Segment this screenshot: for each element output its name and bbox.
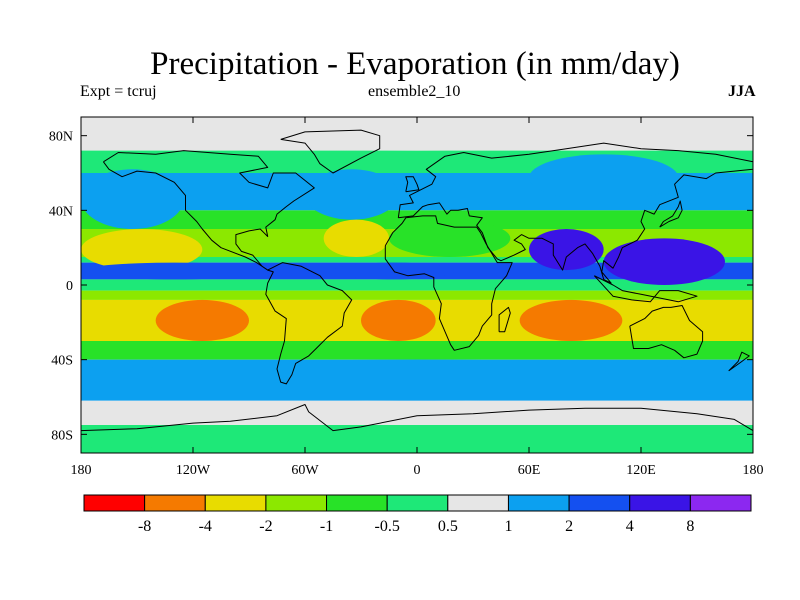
coastline-new-zealand bbox=[728, 351, 750, 372]
field-region-north-pacific-subtropics bbox=[81, 229, 203, 271]
field-region-south-indian-subtropics bbox=[519, 299, 623, 341]
colorbar-swatch-10 bbox=[689, 494, 752, 512]
field-region-siberia bbox=[529, 154, 679, 202]
x-tick-label: 120W bbox=[176, 463, 211, 478]
y-tick-label: 40S bbox=[51, 354, 73, 369]
coastline-eurasia bbox=[397, 142, 753, 284]
run-label: ensemble2_10 bbox=[368, 83, 461, 100]
y-tick-label: 0 bbox=[66, 279, 73, 294]
coastline-japan bbox=[659, 200, 683, 228]
field-region-sahara-arabia bbox=[389, 219, 511, 257]
coastline-africa bbox=[384, 215, 513, 351]
field-region-west-pacific-warm-pool bbox=[603, 238, 725, 285]
colorbar-swatch-5 bbox=[386, 494, 449, 512]
colorbar-label: 4 bbox=[626, 518, 634, 535]
coastline-south-america bbox=[265, 262, 353, 385]
colorbar-swatch-4 bbox=[326, 494, 388, 512]
colorbar-swatch-3 bbox=[265, 494, 328, 512]
colorbar-label: 2 bbox=[565, 518, 573, 535]
field-band-8 bbox=[81, 290, 753, 300]
map-plot-area bbox=[81, 117, 753, 453]
colorbar-swatch-0 bbox=[83, 494, 146, 512]
y-tick-label: 80S bbox=[51, 428, 73, 443]
field-region-north-pacific-storm-track bbox=[81, 169, 184, 229]
field-band-7 bbox=[81, 279, 753, 291]
field-region-antarctic-margin bbox=[81, 400, 753, 425]
coastline-antarctica bbox=[81, 404, 753, 432]
field-region-pacific-itcz bbox=[81, 262, 268, 280]
x-tick-label: 180 bbox=[71, 463, 92, 478]
y-tick-label: 40N bbox=[49, 204, 73, 219]
field-band-10 bbox=[81, 341, 753, 360]
chart-title: Precipitation - Evaporation (in mm/day) bbox=[150, 46, 680, 82]
colorbar-label: 0.5 bbox=[438, 518, 458, 535]
x-tick-label: 60E bbox=[518, 463, 541, 478]
colorbar: -8 -4 -2 -1 -0.5 0.5 1 2 4 8 bbox=[83, 494, 752, 535]
coastline-north-america bbox=[102, 150, 315, 271]
colorbar-label: -0.5 bbox=[375, 518, 400, 535]
coastline-madagascar bbox=[498, 306, 511, 333]
field-region-southern-ocean-storm-track bbox=[81, 359, 753, 401]
colorbar-label: -1 bbox=[320, 518, 333, 535]
coastline-greenland bbox=[280, 129, 381, 174]
colorbar-swatch-6 bbox=[447, 494, 509, 512]
colorbar-label: -2 bbox=[259, 518, 272, 535]
x-tick-label: 0 bbox=[414, 463, 421, 478]
field-region-indian-monsoon bbox=[529, 229, 604, 271]
field-region-arctic-ocean bbox=[81, 117, 753, 151]
colorbar-label: 8 bbox=[686, 518, 694, 535]
season-label: JJA bbox=[728, 83, 756, 100]
y-tick-label: 80N bbox=[49, 130, 73, 145]
coastline-indonesia bbox=[593, 275, 698, 303]
colorbar-swatch-7 bbox=[507, 494, 570, 512]
field-region-north-atlantic-subtropics bbox=[323, 219, 390, 257]
colorbar-label: -4 bbox=[199, 518, 212, 535]
colorbar-swatch-2 bbox=[204, 494, 267, 512]
x-tick-label: 120E bbox=[626, 463, 656, 478]
colorbar-swatch-9 bbox=[629, 494, 691, 512]
field-region-south-atlantic-subtropics bbox=[361, 299, 436, 341]
map-axes: 180 120W 60W 0 60E 120E 180 80N 40N 0 40S 80S bbox=[49, 117, 764, 478]
experiment-label: Expt = tcruj bbox=[80, 83, 157, 100]
coastline-layer bbox=[81, 129, 753, 432]
field-band-3 bbox=[81, 210, 753, 229]
field-region-south-pacific-subtropics bbox=[155, 299, 249, 341]
coastline-british-isles bbox=[405, 176, 420, 193]
colorbar-swatch-8 bbox=[568, 494, 631, 512]
coastline-australia bbox=[629, 305, 704, 359]
colorbar-label: -8 bbox=[138, 518, 151, 535]
colorbar-label: 1 bbox=[504, 518, 512, 535]
field-region-north-atlantic-storm-track bbox=[305, 169, 399, 220]
colorbar-swatch-1 bbox=[144, 494, 206, 512]
field-region-antarctica bbox=[81, 425, 753, 453]
field-band-5 bbox=[81, 257, 753, 263]
x-tick-label: 60W bbox=[291, 463, 319, 478]
x-tick-label: 180 bbox=[743, 463, 764, 478]
